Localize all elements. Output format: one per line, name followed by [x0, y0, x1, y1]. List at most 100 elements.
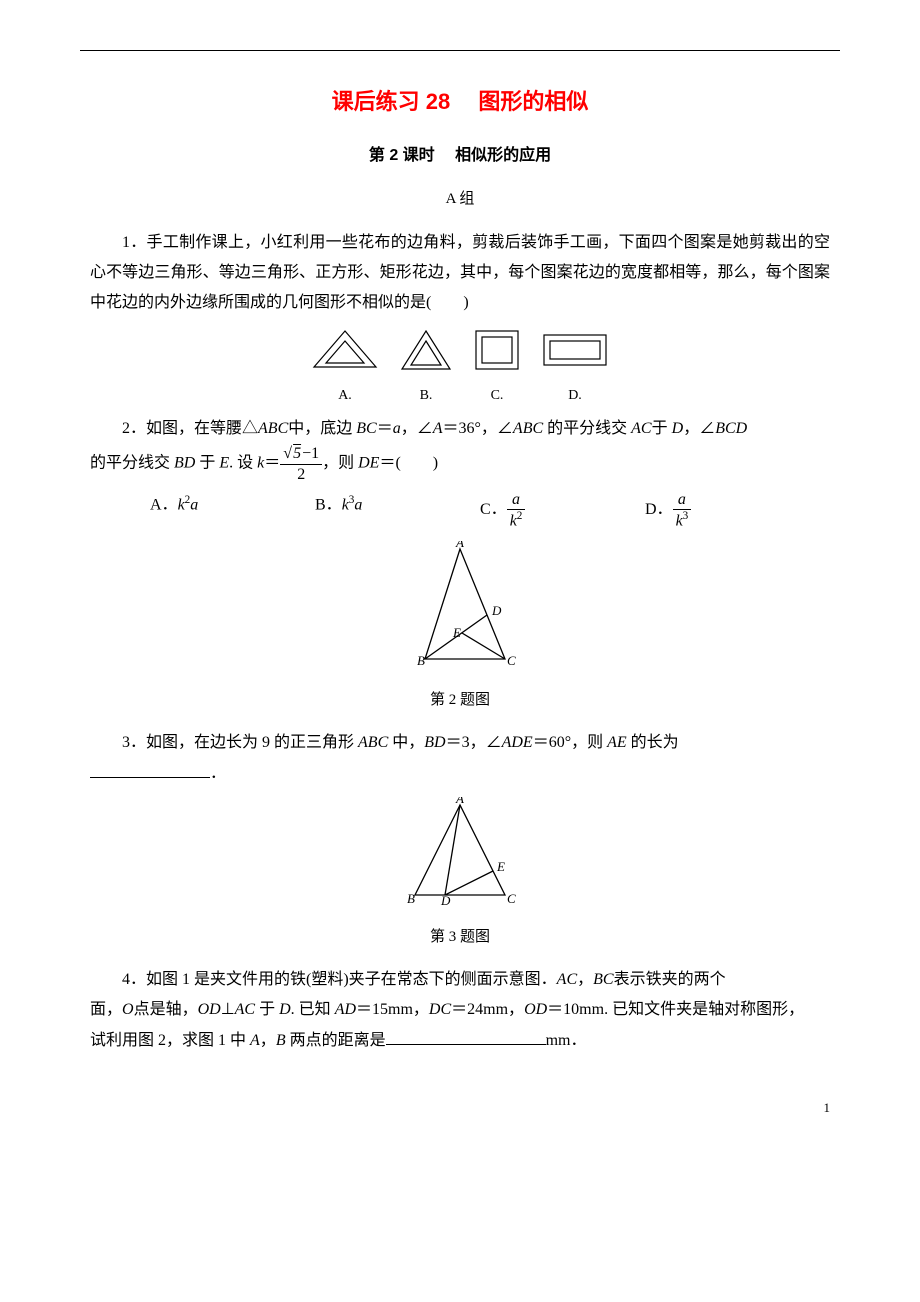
- q4-OD: OD: [198, 1001, 221, 1018]
- q4-seg: 于: [255, 1001, 279, 1018]
- q3-caption: 第 3 题图: [90, 923, 830, 952]
- lesson-num: 2: [389, 147, 398, 164]
- q1-fig-a: A.: [310, 327, 380, 410]
- q3-lbl-E: E: [496, 859, 505, 874]
- q4-seg: ＝24mm，: [451, 1001, 524, 1018]
- q2-opt-c-num: a: [507, 490, 526, 510]
- q3-end: ．: [210, 765, 226, 782]
- lesson-subtitle: 第 2 课时 相似形的应用: [90, 141, 830, 171]
- q2-opt-d: D．ak3: [625, 490, 790, 531]
- q2-seg: 于: [195, 455, 219, 472]
- q4-seg: ＝15mm，: [356, 1001, 429, 1018]
- q1-opt-c-label: C.: [472, 383, 522, 410]
- q2-den2: 2: [280, 465, 322, 484]
- triangle-equilateral-icon: [398, 327, 454, 373]
- exercise-prefix: 课后练习: [332, 89, 420, 114]
- q2-DE: DE: [358, 455, 379, 472]
- q4-text2: 面，O点是轴，OD⊥AC 于 D. 已知 AD＝15mm，DC＝24mm，OD＝…: [90, 995, 830, 1025]
- q4-seg: 表示铁夹的两个: [614, 971, 726, 988]
- q2-opt-a-label: A．: [150, 496, 178, 513]
- q2-seg: . 设: [229, 455, 257, 472]
- q2-ABC: ABC: [513, 420, 543, 437]
- q3-AE: AE: [607, 734, 627, 751]
- q2-opt-c-denk: k: [510, 512, 517, 529]
- q4-BC: BC: [593, 971, 613, 988]
- q4-seg: 点是轴，: [134, 1001, 198, 1018]
- q2-sqrt5: 5: [292, 445, 302, 462]
- triangle-q3-icon: A B C D E: [395, 797, 525, 907]
- q3-seg: ＝60°，则: [533, 734, 607, 751]
- q2-opt-c-label: C．: [480, 501, 507, 518]
- q4-seg: 4．如图 1 是夹文件用的铁(塑料)夹子在常态下的侧面示意图．: [122, 971, 557, 988]
- q2-abc: ABC: [258, 420, 288, 437]
- lesson-prefix: 第: [369, 147, 385, 164]
- triangle-q2-icon: A B C D E: [395, 541, 525, 671]
- q4-Dpt: D: [279, 1001, 291, 1018]
- q2-seg: 的平分线交: [543, 420, 631, 437]
- q2-seg: 2．如图，在等腰△: [122, 420, 258, 437]
- q4-seg: 试利用图 2，求图 1 中: [90, 1032, 250, 1049]
- q2-bc: BC: [356, 420, 376, 437]
- q4-O: O: [122, 1001, 134, 1018]
- page-number: 1: [90, 1096, 830, 1121]
- q4-AC: AC: [557, 971, 577, 988]
- q2-lbl-B: B: [417, 653, 425, 668]
- q4-seg: 两点的距离是: [286, 1032, 386, 1049]
- q2-lbl-A: A: [455, 541, 464, 550]
- top-rule: [80, 50, 840, 51]
- q4-seg: . 已知: [291, 1001, 335, 1018]
- subtitle-text: 相似形的应用: [455, 147, 551, 164]
- title-text: 图形的相似: [478, 89, 588, 114]
- q2-seg: 的平分线交: [90, 455, 174, 472]
- q2-opt-d-num: a: [673, 490, 692, 510]
- q2-AC: AC: [631, 420, 651, 437]
- q2-lbl-C: C: [507, 653, 516, 668]
- q3-ABC: ABC: [358, 734, 388, 751]
- q2-seg: 中，底边: [288, 420, 356, 437]
- q4-seg: ，: [260, 1032, 276, 1049]
- q2-opt-d-frac: ak3: [673, 490, 692, 531]
- q1-fig-b: B.: [398, 327, 454, 410]
- q3-blank-line: ．: [90, 759, 830, 789]
- q2-a: a: [393, 420, 401, 437]
- q4-text3: 试利用图 2，求图 1 中 A，B 两点的距离是mm．: [90, 1026, 830, 1056]
- q2-caption: 第 2 题图: [90, 686, 830, 715]
- q2-figure: A B C D E: [90, 541, 830, 682]
- q2-opt-b: B．k3a: [295, 490, 460, 531]
- q2-E: E: [219, 455, 229, 472]
- q3-seg: 3．如图，在边长为 9 的正三角形: [122, 734, 358, 751]
- q3-seg: ＝3，∠: [446, 734, 502, 751]
- q2-options: A．k2a B．k3a C．ak2 D．ak3: [90, 490, 830, 531]
- q2-opt-b-k: k: [342, 496, 349, 513]
- q2-seg: ，∠: [683, 420, 715, 437]
- page-title: 课后练习 28 图形的相似: [90, 81, 830, 123]
- q2-opt-a-a: a: [190, 496, 198, 513]
- q4-B: B: [276, 1032, 286, 1049]
- group-label: A 组: [90, 185, 830, 214]
- q2-opt-b-label: B．: [315, 496, 342, 513]
- q4-A: A: [250, 1032, 260, 1049]
- q4-DC: DC: [429, 1001, 451, 1018]
- q1-text: 1．手工制作课上，小红利用一些花布的边角料，剪裁后装饰手工画，下面四个图案是她剪…: [90, 228, 830, 319]
- q4-OD2: OD: [524, 1001, 547, 1018]
- q2-opt-c-frac: ak2: [507, 490, 526, 531]
- q3-blank: [90, 762, 210, 778]
- q2-seg: ＝: [377, 420, 393, 437]
- q2-opt-a-k: k: [178, 496, 185, 513]
- q2-opt-b-a: a: [354, 496, 362, 513]
- q2-A: A: [433, 420, 443, 437]
- q3-BD: BD: [424, 734, 445, 751]
- triangle-scalene-icon: [310, 327, 380, 373]
- q4-AC2: AC: [235, 1001, 255, 1018]
- q2-opt-d-denk: k: [676, 512, 683, 529]
- q2-opt-c: C．ak2: [460, 490, 625, 531]
- exercise-number: 28: [426, 89, 450, 114]
- q2-BD: BD: [174, 455, 195, 472]
- q2-opt-d-densup: 3: [683, 510, 689, 522]
- q1-opt-a-label: A.: [310, 383, 380, 410]
- q2-seg: ＝: [264, 455, 280, 472]
- lesson-word: 课时: [403, 147, 435, 164]
- q2-seg: 于: [652, 420, 672, 437]
- q2-text: 2．如图，在等腰△ABC中，底边 BC＝a，∠A＝36°，∠ABC 的平分线交 …: [90, 414, 830, 444]
- q2-opt-c-densup: 2: [517, 510, 523, 522]
